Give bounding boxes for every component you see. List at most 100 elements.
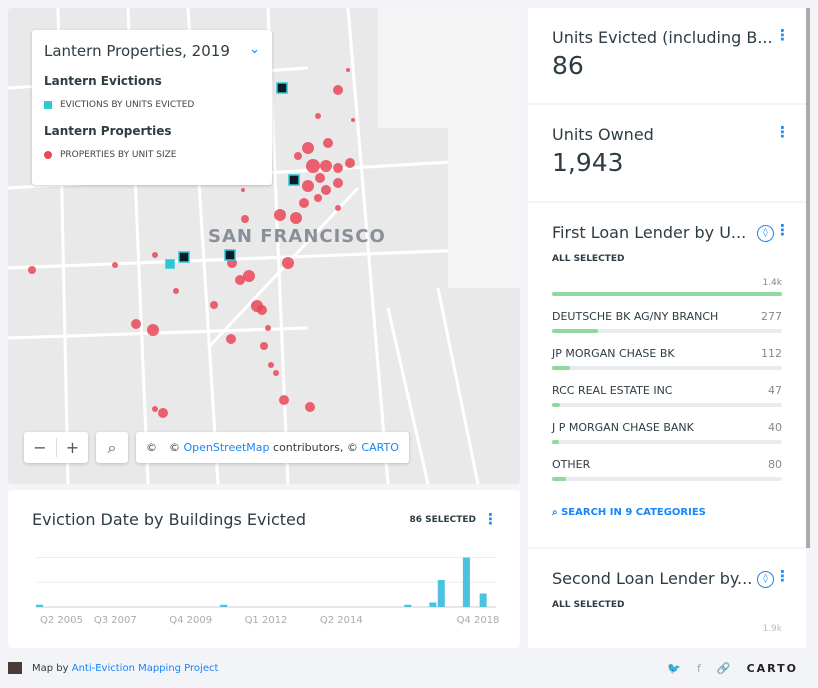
property-marker[interactable] [28,266,36,274]
category-bar [552,403,782,407]
property-marker[interactable] [333,178,343,188]
footer: Map by Anti-Eviction Mapping Project [8,662,218,674]
legend-layer-properties: Lantern Properties [44,124,172,138]
author-link[interactable]: Anti-Eviction Mapping Project [71,662,219,674]
color-by-icon[interactable]: ◊ [757,225,774,242]
property-marker[interactable] [351,118,355,122]
property-marker[interactable] [333,163,343,173]
kebab-menu-icon[interactable]: ⋮ [483,510,498,528]
histogram-bar[interactable] [437,580,445,607]
property-marker[interactable] [173,288,179,294]
category-item[interactable]: JP MORGAN CHASE BK 112 [552,347,782,370]
search-categories-link[interactable]: ⌕ SEARCH IN 9 CATEGORIES [552,507,706,518]
category-bar [552,366,782,370]
chevron-down-icon[interactable]: ⌄ [249,42,260,57]
footer-text: Map by [32,662,69,674]
histogram-chart[interactable]: Q2 2005 Q3 2007 Q4 2009 Q1 2012 Q2 2014 Q4 20… [32,552,502,632]
property-marker[interactable] [333,85,343,95]
category-item[interactable]: J P MORGAN CHASE BANK 40 [552,421,782,444]
avatar [8,662,22,674]
property-marker[interactable] [265,325,271,331]
search-button[interactable]: ⌕ [107,437,117,457]
property-marker[interactable] [152,252,158,258]
total-value: 1.4k [762,278,782,288]
property-marker[interactable] [346,68,350,72]
facebook-icon[interactable]: f [697,662,701,675]
property-marker[interactable] [315,113,321,119]
zoom-in-button[interactable]: + [56,438,88,457]
histogram-bar[interactable] [36,604,43,607]
property-marker[interactable] [290,212,302,224]
histogram-bar[interactable] [462,557,470,608]
property-marker[interactable] [131,319,141,329]
histogram-bar[interactable] [429,602,437,608]
carto-link[interactable]: CARTO [361,441,399,454]
category-value: 40 [768,421,782,434]
property-marker[interactable] [260,342,268,350]
property-marker[interactable] [112,262,118,268]
property-marker[interactable] [152,406,158,412]
property-marker[interactable] [321,185,331,195]
category-bar [552,477,782,481]
property-marker[interactable] [302,142,314,154]
property-marker[interactable] [305,402,315,412]
kebab-menu-icon[interactable]: ⋮ [775,221,790,239]
map[interactable]: SAN FRANCISCO Lantern Properties, 2019 ⌄ … [8,8,520,484]
histogram-bar[interactable] [404,604,412,607]
kebab-menu-icon[interactable]: ⋮ [775,26,790,44]
widget-subtitle: ALL SELECTED [552,600,625,610]
property-marker[interactable] [241,215,249,223]
property-marker[interactable] [320,160,332,172]
circle-icon [44,151,52,159]
property-marker[interactable] [302,180,314,192]
property-marker[interactable] [235,275,245,285]
histogram-widget: Eviction Date by Buildings Evicted 86 SE… [8,490,520,648]
link-icon[interactable]: 🔗 [716,662,731,675]
category-item[interactable]: RCC REAL ESTATE INC 47 [552,384,782,407]
property-marker[interactable] [257,305,267,315]
category-name: RCC REAL ESTATE INC [552,384,673,397]
histogram-bar[interactable] [220,604,228,607]
histogram-title: Eviction Date by Buildings Evicted [32,510,307,529]
property-marker[interactable] [243,270,255,282]
property-marker[interactable] [226,334,236,344]
category-bar [552,440,782,444]
x-tick-label: Q2 2005 [40,615,83,626]
property-marker[interactable] [323,138,333,148]
histogram-bar[interactable] [479,593,487,608]
property-marker[interactable] [241,188,245,192]
social-links: 🐦 f 🔗 CARTO [667,662,798,675]
map-attribution: © © OpenStreetMap contributors, © CARTO [136,432,409,463]
osm-link[interactable]: OpenStreetMap [183,441,270,454]
property-marker[interactable] [335,205,341,211]
property-marker[interactable] [147,324,159,336]
kebab-menu-icon[interactable]: ⋮ [775,123,790,141]
zoom-controls: − + [24,432,88,463]
property-marker[interactable] [268,362,274,368]
property-marker[interactable] [158,408,168,418]
property-marker[interactable] [299,198,309,208]
property-marker[interactable] [315,173,325,183]
zoom-out-button[interactable]: − [33,438,47,457]
property-marker[interactable] [210,301,218,309]
category-value: 47 [768,384,782,397]
category-item[interactable]: OTHER 80 [552,458,782,481]
property-marker[interactable] [314,194,322,202]
twitter-icon[interactable]: 🐦 [667,662,681,675]
color-by-icon[interactable]: ◊ [757,571,774,588]
property-marker[interactable] [306,159,320,173]
property-marker[interactable] [279,395,289,405]
category-item[interactable]: DEUTSCHE BK AG/NY BRANCH 277 [552,310,782,333]
property-marker[interactable] [274,209,286,221]
kebab-menu-icon[interactable]: ⋮ [775,567,790,585]
category-bar [552,329,782,333]
property-marker[interactable] [273,370,279,376]
property-marker[interactable] [345,158,355,168]
property-marker[interactable] [282,257,294,269]
x-tick-label: Q4 2018 [457,615,500,626]
property-marker[interactable] [294,152,302,160]
total-value: 1.9k [762,624,782,634]
copyright-icon: © [146,441,157,454]
widget-value: 1,943 [552,148,624,177]
scrollbar[interactable] [806,8,810,548]
